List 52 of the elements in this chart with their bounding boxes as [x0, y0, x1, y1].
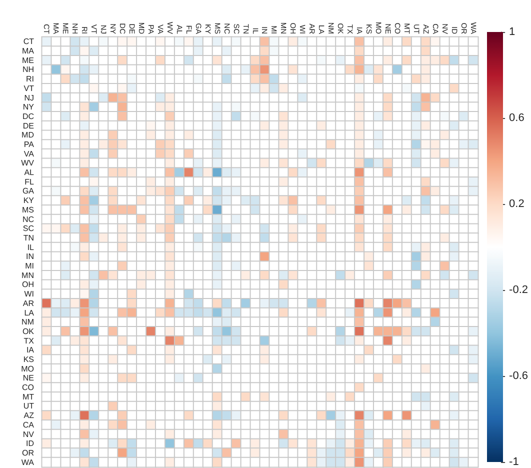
y-tick-label: IN: [26, 252, 34, 262]
y-tick-label: MO: [21, 364, 34, 374]
y-tick-label: MN: [22, 270, 34, 280]
y-tick-label: PA: [24, 140, 35, 149]
y-tick-label: FL: [24, 177, 35, 186]
y-tick-label: IA: [26, 346, 35, 355]
y-tick-label: NE: [22, 374, 34, 383]
y-tick-label: MI: [25, 262, 34, 271]
y-tick-label: TX: [24, 336, 35, 346]
y-tick-label: CA: [22, 420, 35, 430]
y-tick-label: DE: [22, 121, 34, 130]
y-tick-label: WV: [21, 158, 35, 168]
y-tick-label: NJ: [24, 93, 34, 102]
y-tick-label: DC: [22, 112, 34, 121]
y-tick-label: WA: [21, 458, 35, 467]
y-tick-label: RI: [26, 74, 34, 84]
color-bar-label: -0.2: [509, 284, 528, 296]
color-bar-label: -0.6: [509, 370, 528, 382]
y-tick-label: AL: [24, 168, 35, 178]
y-tick-label: VT: [24, 84, 34, 93]
y-tick-label: AZ: [24, 411, 34, 420]
y-tick-label: NC: [22, 214, 34, 224]
y-tick-label: CO: [22, 383, 34, 392]
color-bar-label: 0.2: [509, 198, 524, 210]
y-tick-label: KS: [23, 355, 34, 364]
y-tick-label: MS: [22, 205, 34, 214]
y-tick-label: CT: [23, 37, 34, 46]
y-tick-label: NV: [22, 430, 35, 439]
y-tick-label: TN: [23, 233, 34, 242]
y-tick-label: LA: [24, 308, 35, 318]
color-bar-label: -1: [509, 456, 519, 468]
y-tick-label: KY: [23, 196, 35, 206]
y-tick-label: NH: [22, 65, 34, 74]
y-tick-label: NY: [22, 102, 35, 112]
color-bar-label: 0.6: [509, 112, 524, 124]
y-tick-label: MT: [22, 392, 34, 402]
color-bar-label: 1: [509, 26, 516, 38]
y-tick-label: MA: [22, 46, 35, 56]
y-tick-label: OH: [22, 280, 34, 290]
y-tick-label: AR: [22, 298, 34, 308]
y-tick-label: MD: [22, 130, 34, 140]
y-tick-label: OR: [22, 448, 34, 458]
y-tick-label: SC: [22, 224, 34, 234]
y-tick-label: NM: [22, 318, 34, 327]
y-tick-label: IL: [27, 242, 35, 252]
y-tick-label: OK: [22, 326, 35, 336]
y-tick-label: WI: [24, 290, 34, 299]
y-tick-label: ME: [22, 56, 34, 65]
y-tick-label: GA: [22, 186, 35, 196]
y-tick-label: ID: [26, 439, 34, 448]
y-tick-label: UT: [23, 402, 34, 411]
y-tick-label: VA: [24, 149, 35, 158]
